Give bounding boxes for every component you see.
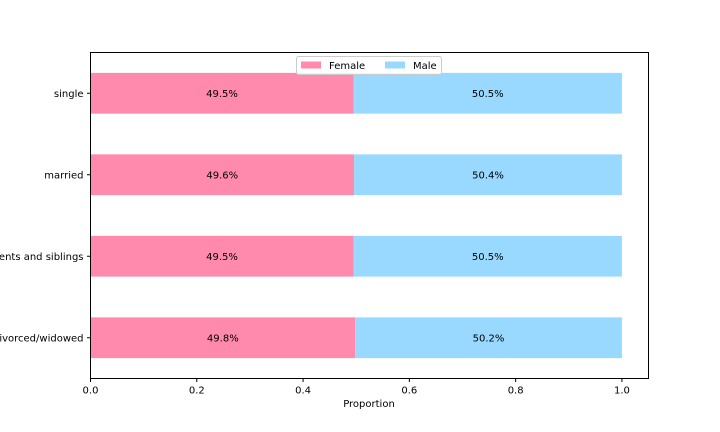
bar-label-female-married: 49.6% [206, 170, 238, 181]
y-tick-label-married: married [44, 170, 83, 181]
x-tick-label: 0.8 [508, 386, 524, 397]
y-tick-label-with-parents-and-siblings: with parents and siblings [0, 252, 84, 263]
y-tick-label-single: single [54, 89, 84, 100]
legend-box [296, 56, 442, 75]
bar-label-male-divorced-widowed: 50.2% [473, 333, 505, 344]
bar-male-married [354, 154, 622, 196]
bar-label-female-divorced-widowed: 49.8% [207, 333, 239, 344]
bar-label-male-with-parents-and-siblings: 50.5% [472, 252, 504, 263]
y-tick-label-divorced-widowed: divorced/widowed [0, 333, 84, 344]
bar-male-divorced-widowed [355, 317, 622, 359]
bars-layer [90, 72, 622, 359]
plot-area-frame [90, 52, 649, 379]
x-axis: 0.0 0.2 0.4 0.6 0.8 1.0 [83, 378, 630, 397]
legend: Female Male [296, 56, 442, 75]
x-tick-label: 1.0 [614, 386, 630, 397]
x-tick-label: 0.0 [83, 386, 99, 397]
bar-female-divorced-widowed [90, 317, 356, 359]
bar-labels-layer: 49.5% 50.5% 49.6% 50.4% 49.5% 50.5% 49.8% 50.2% [206, 89, 504, 345]
legend-label-female: Female [329, 61, 365, 72]
y-axis: single married with parents and siblings di… [0, 89, 91, 344]
x-axis-label: Proportion [343, 399, 395, 410]
legend-swatch-female [301, 61, 321, 69]
bar-label-male-single: 50.5% [472, 89, 504, 100]
bar-male-with-parents-and-siblings [353, 235, 622, 277]
bar-label-female-with-parents-and-siblings: 49.5% [206, 252, 238, 263]
legend-label-male: Male [413, 61, 437, 72]
legend-swatch-male [385, 61, 405, 69]
x-tick-label: 0.6 [401, 386, 417, 397]
bar-female-single [90, 72, 354, 114]
bar-label-male-married: 50.4% [472, 170, 504, 181]
bar-label-female-single: 49.5% [206, 89, 238, 100]
bar-female-married [90, 154, 355, 196]
bar-female-with-parents-and-siblings [90, 235, 354, 277]
x-tick-label: 0.4 [295, 386, 311, 397]
bar-male-single [353, 72, 622, 114]
x-tick-label: 0.2 [189, 386, 205, 397]
